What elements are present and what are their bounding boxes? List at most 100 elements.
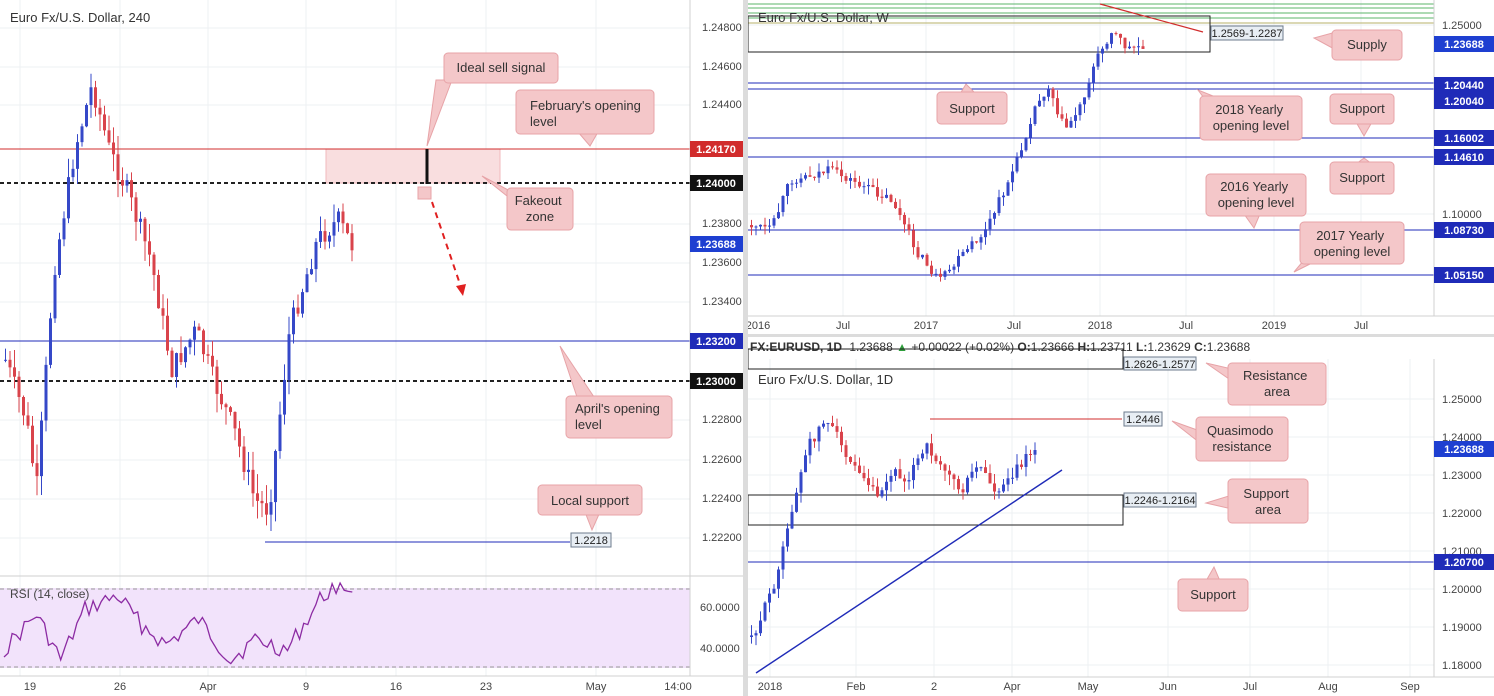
- weekly-candle: [934, 273, 938, 275]
- h4-x-1400: 14:00: [664, 681, 692, 693]
- weekly-candle: [898, 208, 902, 215]
- weekly-candles: [750, 31, 1145, 282]
- daily-tag-current-bg: [1434, 441, 1494, 457]
- weekly-candle: [997, 197, 1001, 213]
- h4-candle: [247, 469, 250, 472]
- rsi-title: RSI (14, close): [10, 587, 89, 601]
- weekly-candle: [1083, 97, 1086, 105]
- h4-candle: [269, 502, 273, 515]
- daily-axis-1: 1.25000: [1442, 394, 1482, 406]
- daily-candle: [979, 467, 983, 469]
- daily-symbol: FX:EURUSD, 1D: [750, 340, 843, 354]
- weekly-candle: [1015, 157, 1019, 172]
- qm-line2: resistance: [1212, 439, 1271, 454]
- h4-candle: [134, 197, 138, 222]
- weekly-candle: [804, 175, 807, 179]
- daily-candle: [1002, 484, 1005, 492]
- fakeout-zone-box: [325, 148, 501, 184]
- h4-candle: [328, 235, 331, 242]
- weekly-candle: [1047, 88, 1050, 97]
- weekly-candle: [916, 247, 920, 258]
- weekly-candle: [903, 214, 906, 225]
- h4-candle: [125, 180, 129, 186]
- daily-last: 1.23688: [849, 340, 893, 354]
- daily-candle: [912, 464, 915, 481]
- h4-x-26: 26: [114, 681, 126, 693]
- callout-weekly-support-a: Support: [936, 83, 1008, 125]
- h4-candles: [4, 73, 354, 532]
- callout-quasimodo-text: Quasimodo resistance: [1207, 423, 1277, 454]
- h4-candle: [98, 107, 102, 115]
- h4-chart-panel[interactable]: Ideal sell signal February's opening lev…: [0, 0, 743, 696]
- weekly-axis-1-25: 1.25000: [1442, 20, 1482, 32]
- daily-candle: [921, 453, 924, 459]
- daily-l: 1.23629: [1147, 340, 1191, 354]
- support-range-box: [1123, 492, 1197, 508]
- h4-candle: [148, 241, 151, 255]
- callout-april-open: April's opening level: [559, 345, 673, 439]
- daily-candle: [790, 511, 794, 529]
- h4-candle: [251, 469, 255, 494]
- weekly-candle: [889, 194, 893, 202]
- callout-weekly-support-b-text: Support: [1339, 101, 1385, 116]
- qm-line1: Quasimodo: [1207, 423, 1273, 438]
- weekly-tag-3: 1.16002: [1444, 133, 1484, 145]
- daily-tag-current: 1.23688: [1444, 444, 1484, 456]
- daily-axis-labels: 1.25000 1.24000 1.23000 1.22000 1.21000 …: [1442, 394, 1482, 672]
- weekly-candle: [853, 178, 857, 182]
- weekly-candle: [772, 218, 776, 226]
- callout-fakeout: Fakeout zone: [481, 175, 574, 231]
- h4-candle: [40, 420, 43, 477]
- daily-candle: [781, 546, 785, 570]
- daily-axis-6: 1.20000: [1442, 584, 1482, 596]
- weekly-chart[interactable]: 1.2569-1.2287 Supply Support 2018 Yearly…: [748, 0, 1494, 334]
- weekly-candle: [957, 255, 960, 267]
- h4-candle: [80, 126, 84, 143]
- tag-1-23000: 1.23000: [696, 376, 736, 388]
- weekly-chart-panel[interactable]: 1.2569-1.2287 Supply Support 2018 Yearly…: [748, 0, 1494, 334]
- h4-axis-1: 1.24800: [702, 22, 742, 34]
- daily-candle: [804, 455, 807, 473]
- daily-candle: [844, 445, 848, 457]
- callout-2016-yearly-text: 2016 Yearly opening level: [1218, 179, 1295, 210]
- tag-current-price-bg: [690, 236, 743, 252]
- weekly-candle: [961, 251, 965, 256]
- weekly-candle: [817, 171, 821, 178]
- weekly-candle: [975, 241, 978, 243]
- weekly-candle: [1056, 98, 1059, 115]
- weekly-grid: [748, 0, 1434, 316]
- h4-candle: [287, 334, 291, 380]
- daily-candle: [997, 491, 1001, 493]
- h4-candle: [341, 211, 345, 224]
- tag-feb-open-bg: [690, 141, 743, 157]
- weekly-candle: [1119, 33, 1122, 38]
- daily-chart-panel[interactable]: FX:EURUSD, 1D 1.23688 ▲ +0.00022 (+0.02%…: [748, 337, 1494, 696]
- daily-resistance-area-box: [748, 348, 1124, 370]
- weekly-candle: [1101, 48, 1104, 54]
- weekly-candle: [871, 184, 875, 188]
- qm-value-box: [1123, 411, 1163, 427]
- weekly-candle: [876, 187, 879, 197]
- h4-candle: [8, 359, 12, 368]
- daily-x-apr: Apr: [1003, 681, 1020, 693]
- daily-candle: [750, 635, 753, 637]
- daily-candle: [786, 528, 789, 547]
- daily-chart[interactable]: 1.2626-1.2577 1.2446 1.2246-1.2164 Resis…: [748, 337, 1494, 696]
- weekly-time-labels: 2016 Jul 2017 Jul 2018 Jul 2019 Jul: [748, 320, 1368, 332]
- april-open-line2: level: [575, 417, 602, 432]
- daily-candle: [1006, 478, 1010, 485]
- callout-2018-yearly: 2018 Yearly opening level: [1196, 88, 1303, 141]
- weekly-candle: [790, 183, 794, 185]
- h4-candle: [161, 308, 165, 316]
- weekly-candle: [1042, 96, 1046, 101]
- daily-h: 1.23711: [1090, 340, 1133, 354]
- weekly-candle: [1029, 124, 1032, 138]
- feb-open-line1: February's opening: [530, 98, 641, 113]
- weekly-candle: [1132, 46, 1136, 48]
- weekly-candle: [826, 166, 830, 174]
- h4-candle: [116, 154, 120, 181]
- callout-daily-support-text: Support: [1190, 587, 1236, 602]
- h4-chart[interactable]: Ideal sell signal February's opening lev…: [0, 0, 743, 696]
- h4-candle: [350, 233, 354, 251]
- daily-candle: [1029, 453, 1032, 455]
